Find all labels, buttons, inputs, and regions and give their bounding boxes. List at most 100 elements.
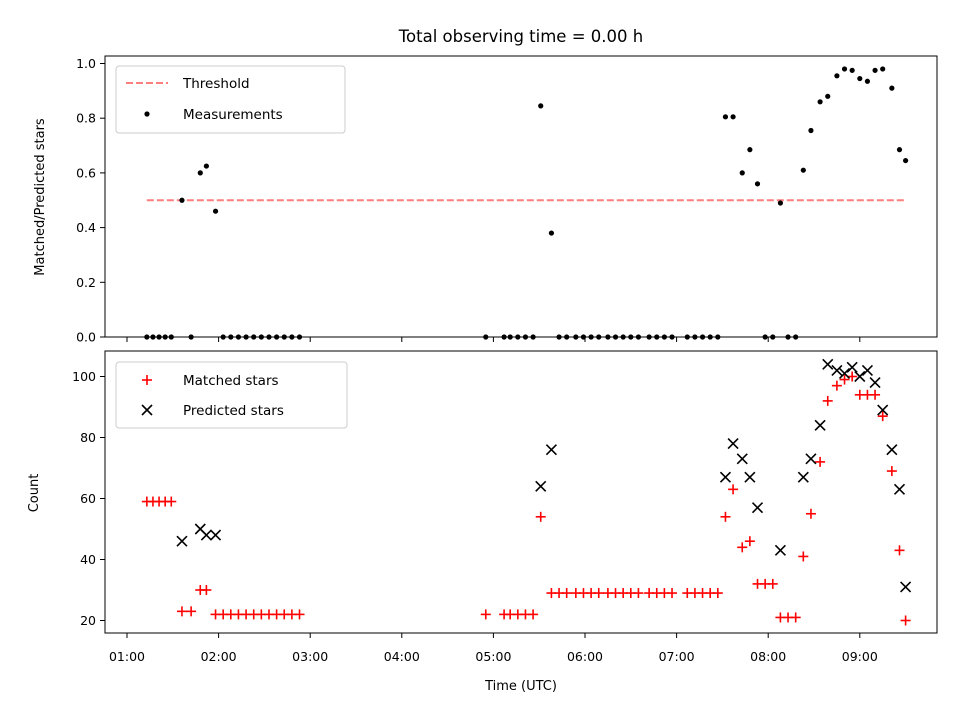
matched-point	[870, 389, 881, 400]
predicted-point-b	[200, 529, 212, 541]
measurement-point	[857, 75, 863, 82]
predicted-point-b	[861, 364, 873, 376]
measurement-point	[825, 93, 831, 99]
bottom-y-tick-label: 80	[80, 430, 96, 445]
predicted-point-b	[176, 535, 188, 547]
predicted-point	[900, 581, 912, 593]
legend-measurements-swatch	[144, 111, 150, 117]
predicted-point	[846, 361, 858, 373]
matched-point	[720, 511, 731, 522]
x-tick-label: 07:00	[659, 649, 695, 664]
x-tick-label: 04:00	[384, 649, 420, 664]
predicted-point	[727, 438, 739, 450]
measurement-point	[548, 230, 555, 236]
predicted-point	[893, 483, 906, 495]
predicted-point	[736, 453, 748, 465]
predicted-point	[176, 535, 188, 547]
measurement-point	[747, 147, 753, 153]
matched-point	[728, 484, 739, 495]
top-legend-box	[115, 65, 346, 134]
x-tick-label: 02:00	[201, 649, 237, 664]
predicted-point-b	[831, 364, 843, 376]
x-axis-label: Time (UTC)	[484, 679, 557, 694]
predicted-point	[751, 502, 764, 514]
measurement-point	[841, 66, 848, 72]
measurement-point	[817, 99, 823, 105]
legend-matched-label: Matched stars	[183, 373, 279, 389]
bottom-legend-box	[115, 361, 348, 429]
legend-predicted-swatch	[141, 404, 153, 416]
legend-x-mark	[141, 404, 153, 416]
predicted-point-b	[822, 358, 834, 370]
predicted-point	[822, 358, 834, 370]
matched-point	[877, 411, 888, 422]
predicted-point-b	[869, 377, 881, 389]
matched-point	[201, 585, 212, 595]
matched-point	[894, 545, 905, 556]
bottom-plot-frame	[104, 350, 938, 634]
predicted-point	[886, 444, 898, 456]
top-y-tick-label: 1.0	[76, 56, 96, 71]
measurement-point	[212, 208, 219, 214]
bottom-y-tick-label: 60	[80, 491, 96, 506]
top-plot-frame	[104, 55, 938, 338]
matched-point	[886, 466, 897, 477]
predicted-point-b	[814, 419, 826, 431]
measurement-point	[197, 170, 203, 176]
predicted-point-b	[838, 367, 851, 380]
predicted-point-b	[209, 529, 222, 541]
matched-point	[831, 380, 842, 391]
predicted-point	[719, 471, 732, 483]
matched-point	[900, 615, 911, 626]
matched-point	[561, 588, 572, 599]
matched-point	[633, 588, 644, 599]
bottom-y-tick-label: 20	[80, 613, 96, 628]
measurement-point	[903, 157, 909, 164]
predicted-point	[831, 364, 843, 376]
matched-point	[186, 606, 197, 617]
predicted-point-b	[900, 581, 912, 593]
top-y-tick-label: 0.2	[76, 275, 96, 290]
predicted-point	[805, 453, 817, 465]
predicted-point-b	[805, 453, 817, 465]
measurement-point	[808, 127, 814, 134]
matched-point	[815, 456, 826, 467]
measurement-point	[739, 170, 745, 176]
bottom-y-tick-label: 100	[72, 369, 96, 384]
top-y-tick-label: 0.8	[76, 111, 96, 126]
matched-point	[166, 496, 177, 507]
legend-matched-swatch	[142, 375, 152, 385]
top-legend: Threshold Measurements	[115, 65, 346, 134]
legend-threshold-label: Threshold	[182, 76, 250, 92]
legend-predicted-label: Predicted stars	[183, 403, 284, 419]
predicted-point	[838, 367, 851, 380]
legend-measurements-label: Measurements	[183, 107, 283, 123]
measurement-point	[203, 163, 209, 169]
x-tick-label: 01:00	[109, 649, 145, 664]
measurement-point	[864, 78, 871, 84]
bottom-legend: Matched stars Predicted stars	[115, 361, 348, 429]
predicted-point-b	[877, 404, 889, 416]
predicted-point-b	[886, 444, 898, 456]
matched-point	[294, 609, 305, 620]
predicted-point	[869, 377, 881, 389]
measurement-point	[538, 103, 544, 109]
x-tick-label: 09:00	[842, 649, 878, 664]
predicted-point-b	[719, 471, 732, 483]
predicted-point-b	[736, 453, 748, 465]
measurement-point	[889, 85, 895, 91]
predicted-point-b	[744, 471, 756, 483]
top-y-tick-label: 0.0	[76, 330, 96, 345]
matched-point	[712, 588, 723, 599]
matched-point	[767, 578, 778, 589]
predicted-point	[877, 404, 889, 416]
predicted-point-b	[846, 361, 858, 373]
predicted-point	[774, 544, 786, 556]
predicted-point	[797, 471, 809, 483]
predicted-point-b	[893, 483, 906, 495]
measurement-point	[872, 67, 878, 73]
predicted-point-b	[797, 471, 809, 483]
predicted-point-b	[545, 444, 557, 456]
predicted-point	[814, 419, 826, 431]
